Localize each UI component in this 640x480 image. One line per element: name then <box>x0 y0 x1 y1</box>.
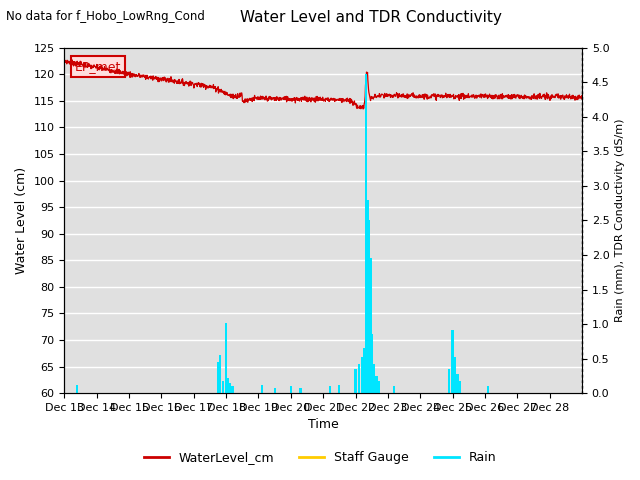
Bar <box>338 385 340 393</box>
Bar <box>393 386 396 393</box>
Bar <box>355 369 356 393</box>
Bar <box>328 386 331 393</box>
Legend: WaterLevel_cm, Staff Gauge, Rain: WaterLevel_cm, Staff Gauge, Rain <box>138 446 502 469</box>
Bar <box>361 357 363 393</box>
Bar <box>365 74 367 393</box>
Bar <box>260 385 263 393</box>
Bar <box>459 381 461 393</box>
Bar <box>456 374 459 393</box>
Bar <box>222 381 224 393</box>
Bar <box>373 364 376 393</box>
Text: Water Level and TDR Conductivity: Water Level and TDR Conductivity <box>240 10 502 24</box>
Bar <box>290 386 292 393</box>
Bar <box>225 323 227 393</box>
Bar <box>487 386 490 393</box>
Bar <box>76 385 79 393</box>
Bar <box>273 387 276 393</box>
Bar <box>378 381 380 393</box>
Bar <box>448 369 451 393</box>
Bar <box>376 376 378 393</box>
Bar <box>367 200 369 393</box>
Bar <box>368 220 371 393</box>
Bar <box>364 348 365 393</box>
Bar <box>229 383 231 393</box>
Text: EP_met: EP_met <box>75 60 121 73</box>
Bar <box>371 335 374 393</box>
Bar <box>370 258 372 393</box>
Y-axis label: Rain (mm), TDR Conductivity (dS/m): Rain (mm), TDR Conductivity (dS/m) <box>615 119 625 322</box>
Bar <box>451 330 454 393</box>
Bar <box>227 378 229 393</box>
Y-axis label: Water Level (cm): Water Level (cm) <box>15 167 28 274</box>
Text: No data for f_Hobo_LowRng_Cond: No data for f_Hobo_LowRng_Cond <box>6 10 205 23</box>
Bar <box>217 362 219 393</box>
Bar <box>358 364 360 393</box>
Bar <box>232 386 234 393</box>
Bar <box>454 357 456 393</box>
X-axis label: Time: Time <box>308 419 339 432</box>
Bar <box>219 355 221 393</box>
Bar <box>300 387 301 393</box>
